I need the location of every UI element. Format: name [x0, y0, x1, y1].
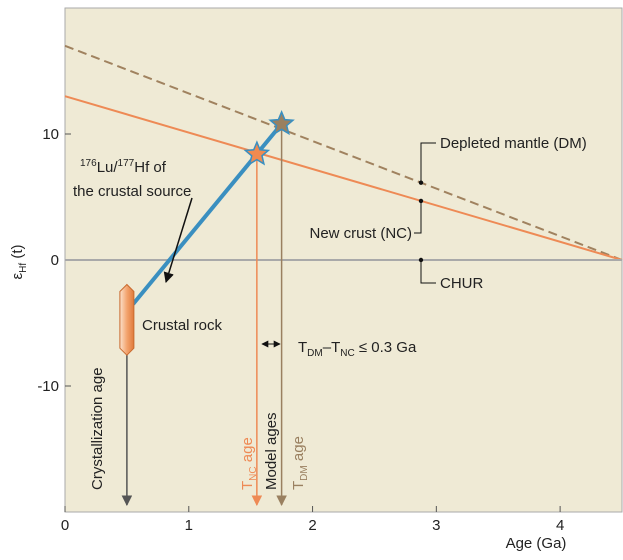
text-part: T	[290, 481, 307, 490]
annotation: TDM age	[290, 436, 310, 490]
trend-arrow	[163, 197, 193, 284]
y-label-part: (t)	[9, 244, 26, 262]
plot-layer	[64, 44, 623, 512]
y-label-part: ε	[9, 273, 26, 280]
callout-leader	[414, 200, 422, 234]
annotation: Model ages	[263, 412, 280, 490]
sub: DM	[307, 348, 323, 359]
sub: NC	[340, 348, 354, 359]
sub: DM	[299, 465, 310, 481]
text-part: Lu/	[97, 159, 119, 176]
text-part: Hf of	[134, 159, 167, 176]
text-part: age	[239, 437, 256, 466]
legend-label: Depleted mantle (DM)	[440, 135, 587, 152]
annotation: Crustal rock	[142, 317, 223, 334]
text-part: ≤ 0.3 Ga	[355, 339, 417, 356]
star-point	[268, 109, 295, 136]
annotation: 176Lu/177Hf of	[80, 158, 167, 176]
y-tick-label: 10	[42, 126, 59, 143]
legend-label: New crust (NC)	[309, 225, 412, 242]
x-tick-label: 1	[185, 517, 193, 534]
x-tick-label: 3	[432, 517, 440, 534]
legend-label: CHUR	[440, 275, 483, 292]
y-tick-label: 0	[51, 252, 59, 269]
annotation: the crustal source	[73, 183, 191, 200]
annotation: Crystallization age	[89, 367, 106, 490]
series-line	[64, 44, 623, 261]
star-point	[243, 140, 271, 166]
annotation: TDM–TNC ≤ 0.3 Ga	[298, 339, 417, 359]
annotation: TNC age	[239, 437, 259, 490]
text-part: T	[298, 339, 307, 356]
x-axis-label: Age (Ga)	[506, 535, 567, 552]
text-part: –T	[323, 339, 341, 356]
x-tick-label: 4	[556, 517, 564, 534]
series-line	[64, 95, 623, 261]
crustal-rock	[119, 283, 135, 356]
x-tick-label: 0	[61, 517, 69, 534]
callout-leader	[420, 260, 436, 284]
y-label-sub: Hf	[18, 263, 29, 273]
y-tick-label: -10	[37, 378, 59, 395]
sub: NC	[248, 466, 259, 480]
x-tick-label: 2	[308, 517, 316, 534]
sup: 176	[80, 158, 97, 169]
callout-leader	[420, 142, 436, 183]
text-part: age	[290, 436, 307, 465]
sup: 177	[118, 158, 135, 169]
text-part: T	[239, 481, 256, 490]
y-axis-label: εHf (t)	[9, 244, 29, 279]
